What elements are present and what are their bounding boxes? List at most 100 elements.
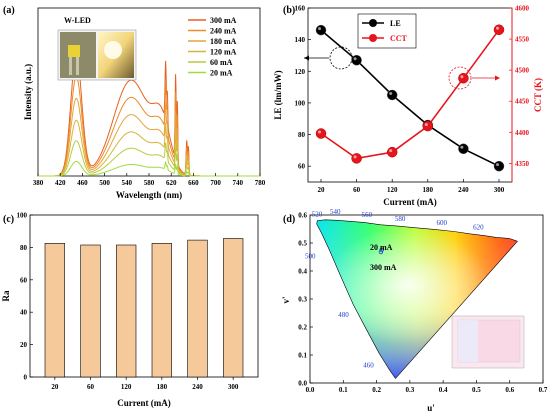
panel-b-y-axis-label: LE (lm/mW) — [273, 70, 283, 119]
y2-tick-label: 4600 — [515, 5, 530, 13]
x-tick-label: 240 — [458, 186, 469, 194]
panel-c-y-axis-label: Ra — [1, 290, 11, 301]
point-highlight — [496, 163, 499, 167]
wavelength-label-460: 460 — [363, 362, 374, 370]
x-tick-label: 460 — [77, 179, 88, 187]
le-highlight-circle — [329, 46, 353, 70]
y-tick-label: 60 — [298, 163, 306, 171]
cct-highlight-circle — [448, 66, 472, 90]
series-point-CCT — [422, 120, 434, 132]
wavelength-label-600: 600 — [437, 219, 448, 227]
series-point-LE — [351, 54, 362, 66]
x-tick-label: 180 — [423, 186, 434, 194]
chromaticity-point-0 — [379, 247, 384, 253]
x-tick-label: 240 — [192, 383, 203, 391]
x-tick-label: 300 — [228, 383, 239, 391]
panel-d-label: (d) — [283, 214, 295, 225]
panel-a-label: (a) — [3, 5, 15, 16]
annotation-20ma: 20 mA — [370, 243, 393, 252]
y-tick-label: 0.2 — [298, 324, 307, 332]
y-tick-label: 60 — [20, 276, 28, 284]
series-point-LE — [458, 143, 469, 155]
legend-label-2: 180 mA — [210, 37, 237, 46]
legend-label-5: 20 mA — [210, 69, 233, 78]
legend-label-1: 240 mA — [210, 27, 237, 36]
point-highlight — [460, 145, 464, 149]
y-tick-label: 140 — [295, 36, 306, 44]
y-tick-label: 0.5 — [298, 240, 307, 248]
panel-a-inset: W-LED — [57, 16, 137, 81]
y-tick-label: 20 — [20, 341, 28, 349]
y-tick-label: 0.4 — [298, 268, 307, 276]
panel-d-wavelength-labels: 460 480 500 520 540 560 580 600 620 — [305, 208, 484, 369]
panel-b-legend: LE CCT — [357, 13, 417, 49]
cct-arrowhead-icon — [495, 75, 500, 81]
x-tick-label: 0.0 — [306, 386, 315, 394]
x-tick-label: 20 — [51, 383, 59, 391]
wavelength-label-520: 520 — [312, 210, 323, 218]
ra-bar — [44, 243, 65, 378]
x-tick-label: 0.2 — [372, 386, 381, 394]
series-line-CCT — [320, 29, 500, 160]
panel-b-x-axis-label: Current (mA) — [383, 197, 437, 207]
x-tick-label: 120 — [121, 383, 132, 391]
panel-a-x-axis-label: Wavelength (nm) — [116, 190, 182, 200]
x-tick-label: 0.5 — [472, 386, 481, 394]
y-tick-label: 0.0 — [298, 380, 307, 388]
x-tick-label: 700 — [210, 179, 221, 187]
cie-locus-outline — [316, 219, 518, 379]
x-tick-label: 620 — [166, 179, 177, 187]
wavelength-label-480: 480 — [338, 311, 349, 319]
y2-tick-label: 4400 — [515, 129, 530, 137]
x-tick-label: 660 — [188, 179, 199, 187]
wavelength-label-580: 580 — [395, 215, 406, 223]
panel-c: (c) 20 60 120 180 240 300 0 20 40 60 80 100 Current… — [1, 212, 259, 408]
point-highlight — [318, 27, 321, 31]
led-pin-icon — [69, 57, 72, 75]
point-highlight — [389, 149, 393, 153]
x-tick-label: 580 — [144, 179, 155, 187]
legend-label-3: 120 mA — [210, 48, 237, 57]
x-tick-label: 0.7 — [539, 386, 548, 394]
panel-a-y-axis-label: Intensity (a.u.) — [23, 64, 33, 120]
led-pin-icon — [76, 57, 79, 75]
panel-c-plot-frame — [29, 214, 259, 378]
y-tick-label: 0.6 — [298, 212, 307, 220]
series-point-LE — [386, 89, 398, 101]
x-tick-label: 300 — [494, 186, 505, 194]
panel-c-label: (c) — [3, 214, 14, 225]
panel-b-legend-box — [357, 13, 417, 49]
x-tick-label: 60 — [87, 383, 95, 391]
x-tick-label: 540 — [122, 179, 133, 187]
x-tick-label: 0.1 — [339, 386, 348, 394]
panel-d-inset-thumbnail — [451, 315, 525, 369]
wavelength-label-560: 560 — [362, 211, 373, 219]
chromaticity-point-1 — [378, 249, 384, 255]
panel-a: (a) 380 420 460 500 540 580 620 660 700 740 780 Wa… — [3, 5, 266, 200]
wavelength-label-620: 620 — [473, 224, 484, 232]
ra-bar — [187, 239, 208, 378]
x-tick-label: 500 — [99, 179, 110, 187]
series-point-LE — [493, 160, 505, 172]
panel-c-x-axis-label: Current (mA) — [117, 398, 171, 408]
series-line-LE — [320, 29, 500, 167]
x-tick-label: 20 — [318, 186, 326, 194]
panel-d-x-axis-label: u' — [427, 403, 435, 413]
legend-label-4: 60 mA — [210, 58, 233, 67]
y2-tick-label: 4450 — [515, 98, 530, 106]
series-point-CCT — [351, 153, 362, 164]
led-chip-icon — [68, 45, 80, 57]
annotation-300ma: 300 mA — [370, 263, 397, 272]
point-highlight — [318, 130, 321, 134]
legend-label-CCT: CCT — [390, 34, 408, 43]
wavelength-label-540: 540 — [330, 208, 341, 216]
panel-b-ticks: 20 60 120 180 240 300 60 80 100 120 140 160 4350 4400… — [295, 5, 530, 195]
ra-bar — [116, 244, 137, 378]
ra-bar — [151, 243, 172, 378]
series-point-LE — [315, 24, 327, 36]
panel-a-x-ticks: 380 420 460 500 540 580 620 660 700 740 780 — [33, 173, 266, 187]
y2-tick-label: 4350 — [515, 160, 530, 168]
spectrum-line-4 — [38, 140, 260, 177]
